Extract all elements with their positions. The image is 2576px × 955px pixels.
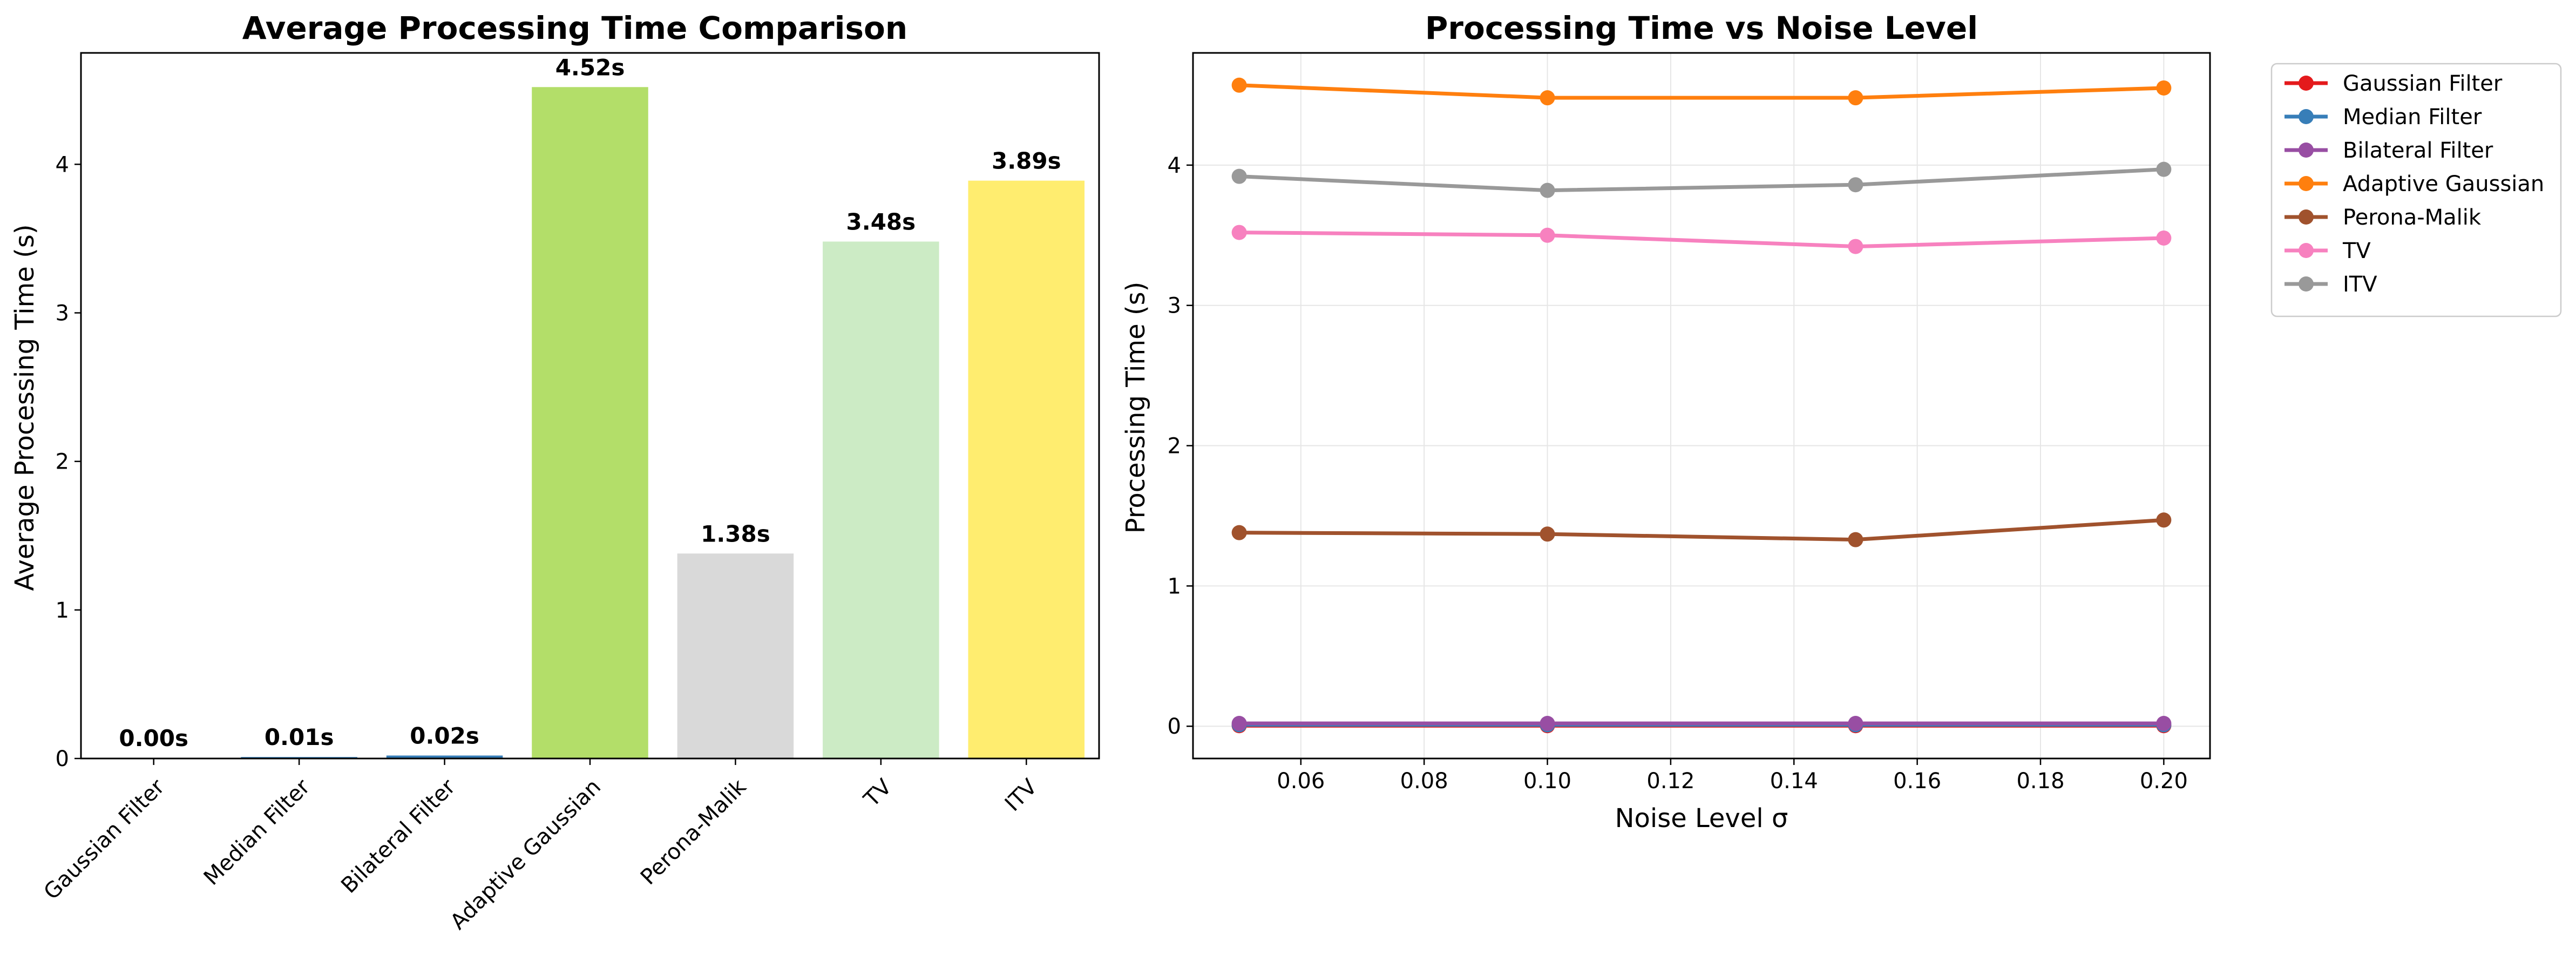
x-tick-label: Perona-Malik [636, 774, 751, 890]
line-chart-y-axis-label: Processing Time (s) [1121, 282, 1151, 534]
legend-entry-label: Median Filter [2343, 105, 2482, 130]
legend-swatch-marker [2299, 209, 2314, 225]
data-point-perona-malik [1848, 532, 1863, 547]
legend-box [2270, 63, 2562, 317]
y-tick-label: 0 [56, 747, 69, 771]
data-point-itv [1231, 168, 1247, 184]
line-plot-area: 0.06 0.08 0.10 0.12 0.14 0.16 0.18 0.20 0 1 2 3 4 [1168, 52, 2211, 794]
legend-swatch-marker [2299, 176, 2314, 191]
x-tick-label: 0.08 [1400, 769, 1448, 794]
series-line-itv [1239, 167, 2164, 193]
data-point-itv [1540, 182, 1555, 198]
legend-swatch-marker [2299, 276, 2314, 292]
bar-value-label: 3.48s [846, 208, 916, 235]
data-point-adaptive-gaussian [1540, 90, 1555, 106]
y-tick-label: 2 [1168, 434, 1181, 459]
data-point-bilateral-filter [1231, 716, 1247, 732]
x-tick-label: Bilateral Filter [336, 774, 460, 898]
bar-value-label: 0.01s [265, 724, 334, 750]
line-chart-title: Processing Time vs Noise Level [1425, 10, 1978, 46]
bar-value-label: 4.52s [555, 54, 625, 80]
legend-entry-label: Bilateral Filter [2343, 138, 2493, 163]
x-tick-label: 0.20 [2140, 769, 2188, 794]
bar-perona-malik [677, 553, 794, 758]
data-point-bilateral-filter [1848, 716, 1863, 732]
y-tick-label: 3 [1168, 294, 1181, 319]
x-tick-label: ITV [1000, 774, 1042, 816]
bar-chart-y-axis-label: Average Processing Time (s) [10, 224, 40, 591]
line-chart: Processing Time vs Noise Level Processin… [1121, 10, 2562, 834]
data-point-bilateral-filter [2156, 716, 2172, 732]
bar-chart-title: Average Processing Time Comparison [242, 10, 907, 46]
line-chart-x-axis-label: Noise Level σ [1615, 803, 1788, 834]
data-point-perona-malik [1231, 525, 1247, 540]
legend-swatch-marker [2299, 76, 2314, 91]
x-tick-label: Adaptive Gaussian [446, 775, 606, 934]
line-plot-frame [1192, 52, 2211, 760]
series-line-adaptive-gaussian [1239, 83, 2164, 100]
series-line-perona-malik [1239, 518, 2164, 542]
bar-value-label: 3.89s [992, 148, 1061, 174]
y-tick-label: 2 [56, 450, 69, 475]
bar-tv [823, 241, 939, 758]
x-tick-label: TV [859, 774, 897, 812]
x-tick-label: Median Filter [199, 774, 315, 890]
x-tick-label: Gaussian Filter [39, 774, 170, 905]
data-point-adaptive-gaussian [1231, 77, 1247, 93]
legend-entry-label: TV [2342, 239, 2371, 263]
y-tick-label: 4 [1168, 153, 1181, 178]
y-tick-label: 3 [56, 301, 69, 326]
data-point-adaptive-gaussian [2156, 80, 2172, 96]
data-point-tv [2156, 230, 2172, 246]
bar-value-label: 0.00s [119, 725, 188, 751]
data-point-perona-malik [1540, 526, 1555, 542]
y-tick-label: 1 [56, 598, 69, 623]
x-tick-label: 0.14 [1770, 769, 1818, 794]
data-point-itv [1848, 177, 1863, 193]
bar-plot-frame [80, 52, 1100, 760]
x-tick-label: 0.06 [1277, 769, 1325, 794]
data-point-itv [2156, 161, 2172, 177]
y-tick-label: 4 [56, 152, 69, 177]
data-point-adaptive-gaussian [1848, 90, 1863, 106]
bar-bilateral-filter [386, 755, 503, 758]
bar-chart: Average Processing Time Comparison Avera… [10, 10, 1100, 934]
bar-adaptive-gaussian [532, 87, 648, 758]
x-tick-label: 0.12 [1646, 769, 1694, 794]
series-line-tv [1239, 231, 2164, 249]
bar-value-label: 1.38s [701, 520, 770, 547]
x-tick-label: 0.16 [1893, 769, 1941, 794]
data-point-tv [1231, 225, 1247, 240]
data-point-perona-malik [2156, 512, 2172, 528]
legend-entry-label: Adaptive Gaussian [2343, 172, 2544, 197]
x-tick-label: 0.18 [2016, 769, 2064, 794]
legend-swatch-marker [2299, 143, 2314, 158]
y-tick-label: 0 [1168, 714, 1181, 739]
data-point-tv [1540, 227, 1555, 243]
y-tick-label: 1 [1168, 574, 1181, 599]
data-point-bilateral-filter [1540, 716, 1555, 732]
legend-swatch-marker [2299, 109, 2314, 124]
legend-entry-label: Gaussian Filter [2343, 71, 2503, 96]
bar-value-label: 0.02s [410, 722, 479, 749]
legend-entry-label: ITV [2343, 272, 2377, 297]
data-point-tv [1848, 239, 1863, 254]
bar-plot-area: 0.00s Gaussian Filter 0.01s Median Filter 0.… [39, 52, 1100, 934]
legend-swatch-marker [2299, 243, 2314, 258]
x-tick-label: 0.10 [1523, 769, 1571, 794]
bar-itv [968, 180, 1085, 759]
legend-entry-label: Perona-Malik [2343, 205, 2482, 230]
legend: Gaussian Filter Median Filter Bilateral Fi… [2270, 63, 2562, 317]
